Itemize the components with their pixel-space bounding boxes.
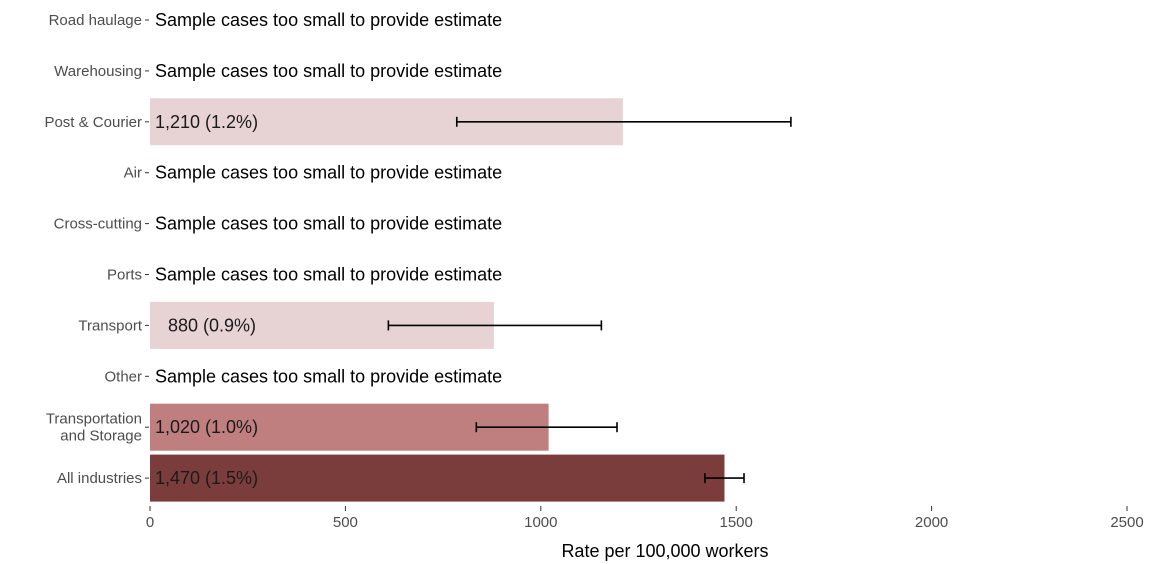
- bar-label-post-courier: 1,210 (1.2%): [155, 112, 258, 132]
- na-label-cross-cutting: Sample cases too small to provide estima…: [155, 214, 502, 234]
- x-axis: 0 500 1000 1500 2000 2500: [146, 506, 1144, 531]
- x-tick-label-2500: 2500: [1110, 514, 1143, 531]
- y-label-post-courier: Post & Courier: [44, 114, 142, 131]
- error-bar-transport: [387, 320, 603, 331]
- error-bar-transportation-and-storage: [475, 422, 618, 433]
- bar-label-all-industries: 1,470 (1.5%): [155, 468, 258, 488]
- na-label-ports: Sample cases too small to provide estima…: [155, 265, 502, 285]
- bar-labels: Sample cases too small to provide estima…: [155, 10, 502, 488]
- error-bar-all-industries: [704, 473, 745, 484]
- bar-label-transport: 880 (0.9%): [168, 315, 256, 335]
- error-bar-post-courier: [455, 116, 792, 127]
- na-label-other: Sample cases too small to provide estima…: [155, 366, 502, 386]
- y-label-other: Other: [104, 368, 142, 385]
- x-tick-label-1500: 1500: [720, 514, 753, 531]
- y-label-all-industries: All industries: [57, 470, 142, 487]
- x-tick-label-2000: 2000: [915, 514, 948, 531]
- bar-label-transportation-and-storage: 1,020 (1.0%): [155, 417, 258, 437]
- x-tick-label-1000: 1000: [524, 514, 557, 531]
- y-label-transportation-and-storage: Transportation and Storage: [46, 411, 142, 445]
- bar-all-industries: [150, 454, 725, 502]
- y-label-road-haulage: Road haulage: [49, 12, 142, 29]
- x-tick-label-0: 0: [146, 514, 154, 531]
- y-label-transport: Transport: [78, 317, 142, 334]
- y-label-air: Air: [124, 165, 142, 182]
- y-label-ports: Ports: [107, 267, 142, 284]
- na-label-road-haulage: Sample cases too small to provide estima…: [155, 10, 502, 30]
- x-tick-label-500: 500: [333, 514, 358, 531]
- x-axis-title: Rate per 100,000 workers: [561, 541, 768, 561]
- y-label-cross-cutting: Cross-cutting: [54, 216, 142, 233]
- na-label-warehousing: Sample cases too small to provide estima…: [155, 61, 502, 81]
- na-label-air: Sample cases too small to provide estima…: [155, 163, 502, 183]
- y-label-warehousing: Warehousing: [54, 63, 142, 80]
- y-axis-category-labels: Road haulage Warehousing Post & Courier Air…: [44, 12, 149, 487]
- error-bars: [387, 116, 792, 484]
- bars: [150, 98, 725, 502]
